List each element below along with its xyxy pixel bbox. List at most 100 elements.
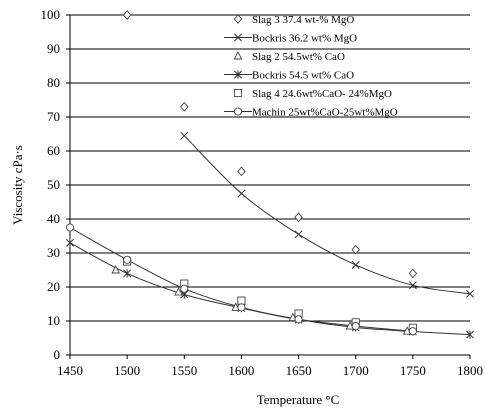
series-line-5 (69, 227, 413, 332)
series-line-1 (183, 135, 471, 295)
data-point-series-5 (294, 315, 303, 324)
legend-item-1: Bockris 36.2 wt% MgO (224, 33, 357, 45)
marker-x-stroke (351, 260, 360, 269)
data-point-series-2 (174, 287, 183, 296)
data-point-series-1 (237, 189, 246, 198)
data-point-series-0 (237, 166, 246, 177)
marker-diamond (237, 166, 246, 177)
legend: Slag 3 37.4 wt-% MgO Bockris 36.2 wt% MgO… (224, 14, 398, 119)
marker-x-stroke (408, 281, 417, 290)
y-tick-label: 90 (47, 41, 60, 56)
marker-diamond (351, 244, 360, 255)
data-point-series-3 (466, 330, 474, 339)
marker-diamond (233, 14, 243, 24)
legend-label: Slag 3 37.4 wt-% MgO (252, 14, 354, 26)
x-tick-label: 1600 (228, 363, 254, 378)
marker-x-stroke (237, 189, 246, 198)
legend-marker (234, 33, 242, 42)
legend-label: Slag 2 54.5wt% CaO (252, 51, 345, 63)
x-tick-label: 1650 (286, 363, 312, 378)
data-point-series-0 (294, 212, 303, 223)
data-point-series-1 (408, 281, 417, 290)
data-point-series-2 (111, 265, 121, 274)
marker-circle (237, 303, 246, 312)
y-tick-label: 100 (41, 7, 61, 22)
data-point-series-5 (65, 223, 75, 232)
legend-label: Bockris 36.2 wt% MgO (252, 33, 357, 45)
data-point-series-3 (123, 269, 132, 278)
legend-item-5: Machin 25wt%CaO-25wt%MgO (224, 107, 398, 119)
marker-diamond (122, 10, 132, 20)
data-point-series-0 (180, 101, 189, 112)
y-tick-label: 10 (47, 313, 60, 328)
data-point-series-0 (122, 10, 132, 20)
marker-triangle (174, 287, 183, 296)
marker-circle (233, 107, 243, 116)
data-point-series-5 (123, 255, 132, 264)
marker-triangle (233, 51, 243, 60)
x-tick-label: 1800 (457, 363, 483, 378)
legend-item-3: Bockris 54.5 wt% CaO (224, 70, 354, 82)
y-axis-label: Viscosity cPa·s (10, 145, 25, 225)
y-tick-label: 0 (54, 347, 61, 362)
x-tick-labels: 1450 1500 1550 1600 1650 1700 1750 1800 (57, 363, 483, 378)
legend-marker (234, 70, 242, 79)
marker-x-stroke (234, 33, 242, 42)
marker-x-stroke (180, 131, 189, 140)
marker-square (233, 88, 243, 98)
marker-circle (351, 322, 360, 331)
data-point-series-0 (351, 244, 360, 255)
marker-diamond (408, 268, 418, 279)
legend-marker (233, 107, 243, 116)
y-tick-label: 70 (47, 109, 60, 124)
data-point-series-5 (237, 303, 246, 312)
data-point-series-1 (294, 230, 303, 239)
data-point-series-0 (408, 268, 418, 279)
legend-item-0: Slag 3 37.4 wt-% MgO (233, 14, 354, 26)
data-point-series-1 (180, 131, 189, 140)
x-tick-label: 1700 (343, 363, 369, 378)
data-points (65, 10, 474, 339)
data-point-series-5 (180, 284, 189, 293)
marker-diamond (180, 101, 189, 112)
data-point-series-5 (351, 322, 360, 331)
marker-x-stroke (294, 230, 303, 239)
y-tick-label: 80 (47, 75, 60, 90)
marker-x-stroke (466, 289, 474, 298)
marker-diamond (294, 212, 303, 223)
marker-circle (294, 315, 303, 324)
fit-curves (69, 135, 471, 336)
x-tick-label: 1550 (171, 363, 197, 378)
data-point-series-1 (351, 260, 360, 269)
x-tick-label: 1500 (114, 363, 140, 378)
legend-marker (233, 51, 243, 60)
y-tick-label: 20 (47, 279, 60, 294)
marker-square (237, 296, 246, 305)
x-tick-label: 1750 (400, 363, 426, 378)
x-axis-label: Temperature °C (257, 392, 340, 407)
y-tick-label: 30 (47, 245, 60, 260)
marker-circle (180, 284, 189, 293)
marker-circle (123, 255, 132, 264)
axes (66, 14, 471, 359)
legend-item-2: Slag 2 54.5wt% CaO (233, 51, 345, 63)
marker-triangle (111, 265, 121, 274)
legend-label: Slag 4 24.6wt%CaO- 24%MgO (252, 88, 392, 100)
legend-label: Machin 25wt%CaO-25wt%MgO (252, 107, 398, 119)
legend-label: Bockris 54.5 wt% CaO (252, 70, 354, 82)
legend-marker (233, 88, 243, 98)
y-tick-label: 40 (47, 211, 60, 226)
data-point-series-4 (237, 296, 246, 305)
marker-circle (65, 223, 75, 232)
data-point-series-1 (466, 289, 474, 298)
data-point-series-5 (408, 327, 417, 336)
legend-marker (233, 14, 243, 24)
y-tick-label: 50 (47, 177, 60, 192)
data-point-series-3 (66, 238, 74, 247)
y-tick-label: 60 (47, 143, 60, 158)
y-tick-labels: 0 10 20 30 40 50 60 70 80 90 100 (41, 7, 61, 362)
grid-lines (70, 14, 470, 322)
marker-circle (408, 327, 417, 336)
x-tick-label: 1450 (57, 363, 83, 378)
